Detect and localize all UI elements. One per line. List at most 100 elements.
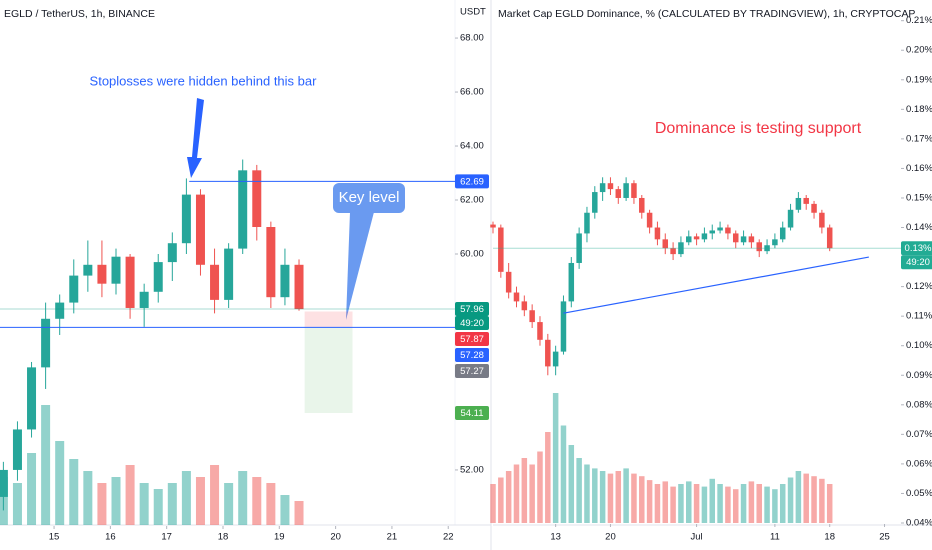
volume-bar xyxy=(181,471,191,525)
candle-body xyxy=(545,339,551,367)
y-tick-label: 0.16% xyxy=(906,163,932,174)
candle-body xyxy=(584,212,590,234)
volume-bar xyxy=(811,476,817,523)
candle-body xyxy=(764,245,770,252)
candle-body xyxy=(97,264,107,284)
candle-body xyxy=(599,183,606,193)
volume-bar xyxy=(513,464,520,523)
price-badge xyxy=(455,332,489,347)
volume-bar xyxy=(266,483,276,525)
y-tick-label: 52.00 xyxy=(460,464,484,475)
y-tick-label: 68.00 xyxy=(460,33,484,44)
volume-bar xyxy=(779,484,786,523)
candle-body xyxy=(826,227,833,249)
position-target-zone xyxy=(304,327,353,413)
x-tick-label: 20 xyxy=(330,532,341,543)
candle-body xyxy=(210,264,220,300)
x-tick-label: 18 xyxy=(824,532,835,543)
volume-bar xyxy=(686,481,692,523)
volume-bar xyxy=(537,451,543,523)
arrow xyxy=(187,98,204,178)
candle-body xyxy=(670,248,676,255)
volume-bar xyxy=(41,405,51,525)
price-badge-label: 0.13% xyxy=(905,243,932,254)
x-tick-label: 17 xyxy=(161,532,172,543)
candle-body xyxy=(280,264,290,298)
volume-bar xyxy=(803,473,809,523)
candle-body xyxy=(41,318,51,368)
volume-bar xyxy=(521,458,528,523)
candle-body xyxy=(740,236,747,243)
volume-bar xyxy=(717,484,723,523)
price-badge-label: 57.96 xyxy=(460,304,484,315)
x-tick-label: 15 xyxy=(49,532,60,543)
right-title: Market Cap EGLD Dominance, % (CALCULATED… xyxy=(498,8,915,20)
candle-body xyxy=(0,469,8,497)
volume-bar xyxy=(599,471,606,523)
y-tick-label: 60.00 xyxy=(460,249,484,260)
volume-bar xyxy=(701,486,708,523)
x-tick-label: 18 xyxy=(218,532,229,543)
candle-body xyxy=(678,242,684,255)
volume-bar xyxy=(139,483,149,525)
price-badge-label: 57.87 xyxy=(460,334,484,345)
candle-body xyxy=(732,233,739,243)
candle-body xyxy=(646,212,653,228)
candle-body xyxy=(748,236,755,243)
candle-body xyxy=(529,310,535,323)
y-tick-label: 0.15% xyxy=(906,192,932,203)
countdown-badge xyxy=(901,255,932,270)
volume-bar xyxy=(97,483,107,525)
volume-bar xyxy=(764,486,770,523)
volume-bar xyxy=(639,476,645,523)
candle-body xyxy=(803,197,809,204)
candle-body xyxy=(709,230,716,234)
volume-bar xyxy=(748,481,755,523)
volume-bar xyxy=(111,477,121,525)
volume-bar xyxy=(12,483,22,525)
volume-bar xyxy=(560,425,567,523)
y-tick-label: 0.06% xyxy=(906,458,932,469)
candle-body xyxy=(139,291,149,308)
price-badge-label: 57.27 xyxy=(460,366,484,377)
candle-body xyxy=(592,192,598,213)
countdown-label: 49:20 xyxy=(906,257,930,268)
y-tick-label: 0.11% xyxy=(906,311,932,322)
y-tick-label: 0.21% xyxy=(906,15,932,26)
price-badge xyxy=(901,241,932,256)
y-tick-label: 66.00 xyxy=(460,87,484,98)
volume-bar xyxy=(280,495,290,525)
price-badge xyxy=(455,348,489,363)
volume-bar xyxy=(670,486,676,523)
volume-bar xyxy=(725,486,731,523)
volume-bar xyxy=(576,458,582,523)
x-tick-label: 22 xyxy=(443,532,454,543)
candle-body xyxy=(725,227,731,234)
volume-bar xyxy=(55,441,65,525)
left-title: EGLD / TetherUS, 1h, BINANCE xyxy=(4,8,155,20)
y-tick-label: 0.20% xyxy=(906,45,932,56)
candle-body xyxy=(639,197,645,213)
volume-bar xyxy=(498,477,504,523)
price-badge xyxy=(455,405,489,420)
candle-body xyxy=(717,227,723,231)
x-tick-label: Jul xyxy=(691,532,703,543)
volume-bar xyxy=(756,484,762,523)
candle-body xyxy=(537,322,543,340)
candle-body xyxy=(12,429,22,470)
candle-body xyxy=(505,271,512,293)
candle-body xyxy=(560,301,567,352)
candle-body xyxy=(181,194,191,244)
volume-bar xyxy=(0,477,8,525)
volume-bar xyxy=(545,432,551,523)
x-tick-label: 13 xyxy=(550,532,561,543)
y-tick-label: 0.19% xyxy=(906,74,932,85)
volume-bar xyxy=(795,471,802,523)
candle-body xyxy=(513,292,520,302)
candle-body xyxy=(111,256,121,284)
volume-bar xyxy=(819,478,825,523)
volume-bar xyxy=(224,483,234,525)
trendline xyxy=(563,256,869,314)
candle-body xyxy=(779,227,786,240)
